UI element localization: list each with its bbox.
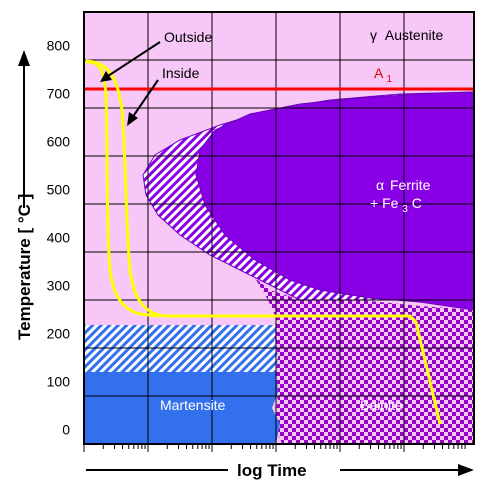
x-axis-ticks [83,444,466,452]
fe-text: + Fe [370,195,399,211]
a1-letter: A [374,65,384,81]
a1-label: A 1 [374,65,392,85]
y-tick-label: 200 [47,326,71,342]
y-tick-label: 100 [47,374,71,390]
a1-subscript: 1 [386,74,392,85]
inside-arrow [127,79,159,126]
bainite-region [255,278,474,444]
y-tick-label: 300 [47,278,71,294]
ferrite-label-line2: + Fe 3 C [370,195,422,215]
carbon-text: C [412,195,422,211]
y-tick-label: 500 [47,182,71,198]
y-tick-label: 400 [47,230,71,246]
outside-label: Outside [164,29,212,45]
y-tick-labels: 0 100 200 300 400 500 600 700 800 [47,38,71,438]
y-tick-label: 800 [47,38,71,54]
x-axis-title: log Time [237,461,307,480]
martensite-region [84,372,280,444]
bainite-label: Bainite [360,397,403,413]
outside-arrow [100,41,161,82]
y-tick-label: 0 [62,422,70,438]
y-tick-label: 700 [47,86,71,102]
outside-cooling-curve [83,60,161,318]
ferrite-label-line1: α Ferrite [376,177,431,193]
martensite-label: Martensite [160,397,226,413]
y-axis-title: Temperature [ °C ] [15,194,34,340]
gamma-symbol: γ [370,27,377,43]
austenite-text: Austenite [385,27,444,43]
alpha-symbol: α [376,177,384,193]
grid [84,12,474,444]
austenite-label: γ Austenite [370,27,443,43]
fe-subscript: 3 [402,204,408,215]
y-axis-arrowhead [18,50,30,66]
inside-label: Inside [162,65,200,81]
x-axis-arrowhead [458,464,474,476]
plot-frame [83,11,475,445]
inside-cooling-curve [85,59,442,425]
y-tick-label: 600 [47,134,71,150]
ferrite-text: Ferrite [390,177,431,193]
